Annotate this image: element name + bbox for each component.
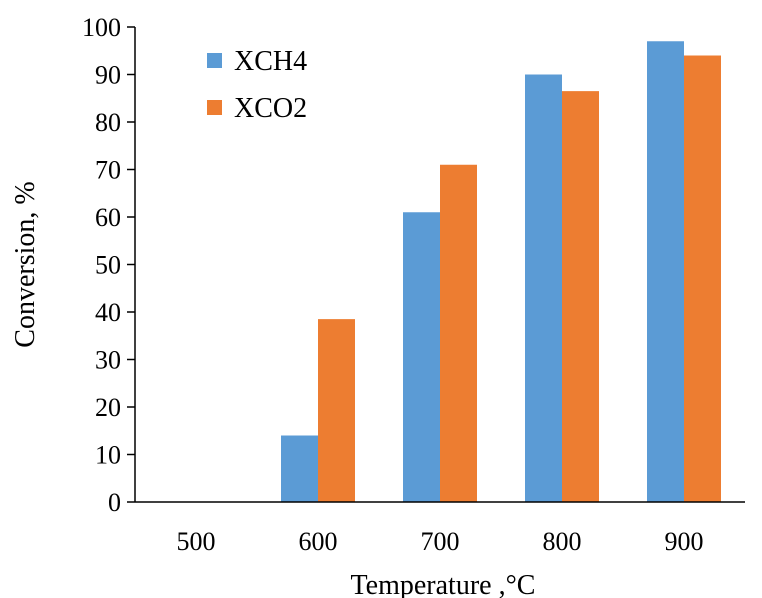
y-tick-label: 0 [108, 488, 121, 517]
y-tick-label: 90 [95, 61, 121, 90]
bar-xch4-700 [403, 212, 440, 502]
x-tick-label: 600 [299, 527, 338, 556]
legend-swatch-xch4 [207, 53, 222, 68]
y-tick-label: 10 [95, 441, 121, 470]
y-axis-ticks: 0 10 20 30 40 50 60 70 80 90 100 [82, 13, 135, 517]
x-axis-title: Temperature ,°C [351, 570, 536, 598]
y-tick-label: 20 [95, 393, 121, 422]
bar-xco2-800 [562, 91, 599, 502]
y-tick-label: 60 [95, 203, 121, 232]
x-tick-label: 500 [177, 527, 216, 556]
y-tick-label: 100 [82, 13, 121, 42]
bar-xco2-700 [440, 164, 477, 502]
legend-label-xch4: XCH4 [234, 46, 307, 77]
y-tick-label: 40 [95, 298, 121, 327]
bar-xco2-900 [684, 55, 721, 502]
x-tick-label: 700 [421, 527, 460, 556]
y-axis-title: Conversion, % [10, 181, 41, 347]
bar-xch4-600 [281, 435, 318, 502]
x-axis-tick-labels: 500 600 700 800 900 [177, 527, 704, 556]
bar-xco2-600 [318, 319, 355, 502]
bars-group [281, 41, 721, 502]
bar-xch4-800 [525, 74, 562, 502]
y-tick-label: 70 [95, 156, 121, 185]
bar-xch4-900 [647, 41, 684, 502]
y-tick-label: 50 [95, 251, 121, 280]
legend: XCH4 XCO2 [207, 46, 307, 124]
legend-swatch-xco2 [207, 100, 222, 115]
y-tick-label: 30 [95, 346, 121, 375]
y-tick-label: 80 [95, 108, 121, 137]
x-tick-label: 800 [543, 527, 582, 556]
legend-label-xco2: XCO2 [234, 93, 307, 124]
x-tick-label: 900 [665, 527, 704, 556]
